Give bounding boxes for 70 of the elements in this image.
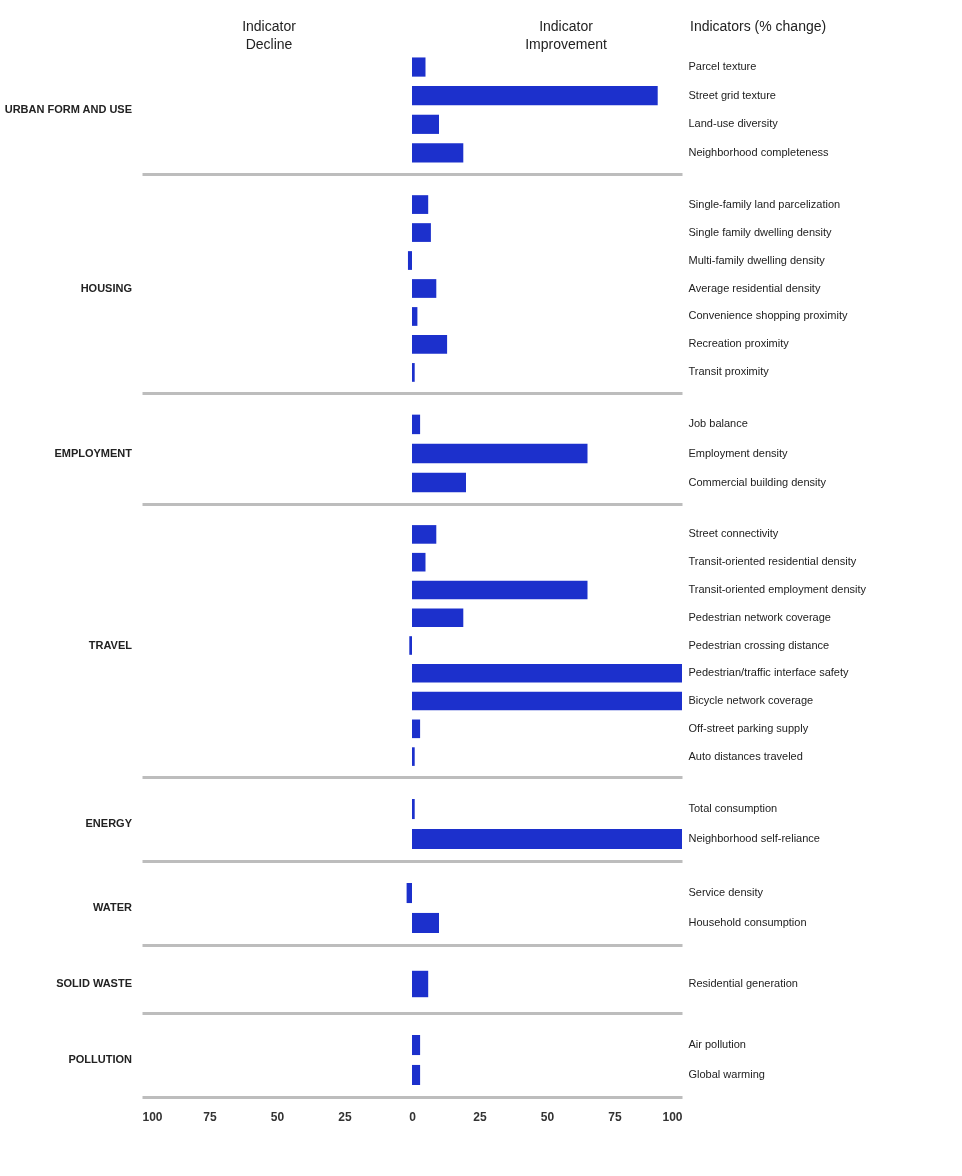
y-tick-label: Parcel texture xyxy=(688,60,757,73)
y-tick-label: Global warming xyxy=(688,1067,765,1080)
bar xyxy=(412,57,426,77)
y-tick-label: Air pollution xyxy=(688,1038,746,1051)
text: WATER xyxy=(93,901,133,913)
x-tick-label: 50 xyxy=(270,1109,285,1124)
y-tick-label: Household consumption xyxy=(688,915,807,928)
y-tick-label: Neighborhood completeness xyxy=(688,145,830,158)
y-tick-label: Transit proximity xyxy=(688,365,770,378)
y-tick-label: Pedestrian network coverage xyxy=(688,610,831,623)
y-tick-label: Total consumption xyxy=(688,802,778,815)
y-tick-label: Recreation proximity xyxy=(688,337,790,350)
bar xyxy=(412,307,418,326)
y-tick-label: Street connectivity xyxy=(688,527,779,540)
y-tick-label: Pedestrian crossing distance xyxy=(688,638,830,651)
annotation: Indicator Decline xyxy=(242,18,297,52)
bar xyxy=(412,335,448,354)
text: Indicators (% change) xyxy=(690,18,827,34)
y-tick-label: Off-street parking supply xyxy=(688,721,809,734)
bar xyxy=(407,251,412,270)
x-tick-label: 50 xyxy=(540,1109,555,1124)
bar xyxy=(412,691,682,711)
x-tick-label: 75 xyxy=(203,1109,217,1124)
bar xyxy=(412,363,415,382)
bar xyxy=(409,636,412,655)
y-tick-label: Convenience shopping proximity xyxy=(688,309,848,322)
bar xyxy=(412,525,437,544)
bar xyxy=(412,114,439,134)
y-tick-label: Land-use diversity xyxy=(688,117,779,130)
y-tick-label: Neighborhood self-reliance xyxy=(688,831,820,844)
bar xyxy=(412,86,658,106)
text: EMPLOYMENT xyxy=(54,446,133,459)
y-tick-label: Single family dwelling density xyxy=(688,225,833,238)
y-tick-label: Commercial building density xyxy=(688,475,827,488)
bar xyxy=(412,580,588,600)
y-tick-label: Job balance xyxy=(688,417,748,430)
x-tick-label: 0 xyxy=(409,1109,417,1124)
annotation: Indicator Improvement xyxy=(525,18,607,52)
bar xyxy=(412,552,426,572)
bar xyxy=(412,143,464,163)
bar xyxy=(412,747,415,766)
text: SOLID WASTE xyxy=(56,977,132,989)
bar xyxy=(412,608,464,628)
x-tick-label: 100 xyxy=(662,1109,683,1124)
y-tick-label: Transit-oriented residential density xyxy=(688,555,857,568)
x-tick-label: 75 xyxy=(608,1109,622,1124)
bar xyxy=(412,663,682,683)
text: TRAVEL xyxy=(88,638,133,651)
y-tick-label: Bicycle network coverage xyxy=(688,694,814,707)
x-tick-label: 100 xyxy=(142,1109,163,1124)
y-tick-label: Service density xyxy=(688,886,764,899)
y-tick-label: Street grid texture xyxy=(688,88,776,101)
text: POLLUTION xyxy=(68,1053,133,1065)
bar xyxy=(412,719,421,739)
text: URBAN FORM AND USE xyxy=(4,103,132,115)
y-tick-label: Multi-family dwelling density xyxy=(688,253,826,266)
y-tick-label: Single-family land parcelization xyxy=(688,197,841,210)
y-tick-label: Residential generation xyxy=(688,977,798,989)
x-tick-label: 25 xyxy=(473,1109,487,1124)
bar xyxy=(412,279,437,298)
y-tick-label: Employment density xyxy=(688,446,789,459)
text: HOUSING xyxy=(80,281,132,294)
y-tick-label: Pedestrian/traffic interface safety xyxy=(688,666,849,679)
x-tick-label: 25 xyxy=(338,1109,352,1124)
text: ENERGY xyxy=(85,817,133,829)
bar xyxy=(412,195,429,214)
bar xyxy=(412,223,431,242)
y-tick-label: Average residential density xyxy=(688,281,821,294)
y-tick-label: Auto distances traveled xyxy=(688,749,803,762)
y-tick-label: Transit-oriented employment density xyxy=(688,582,867,595)
